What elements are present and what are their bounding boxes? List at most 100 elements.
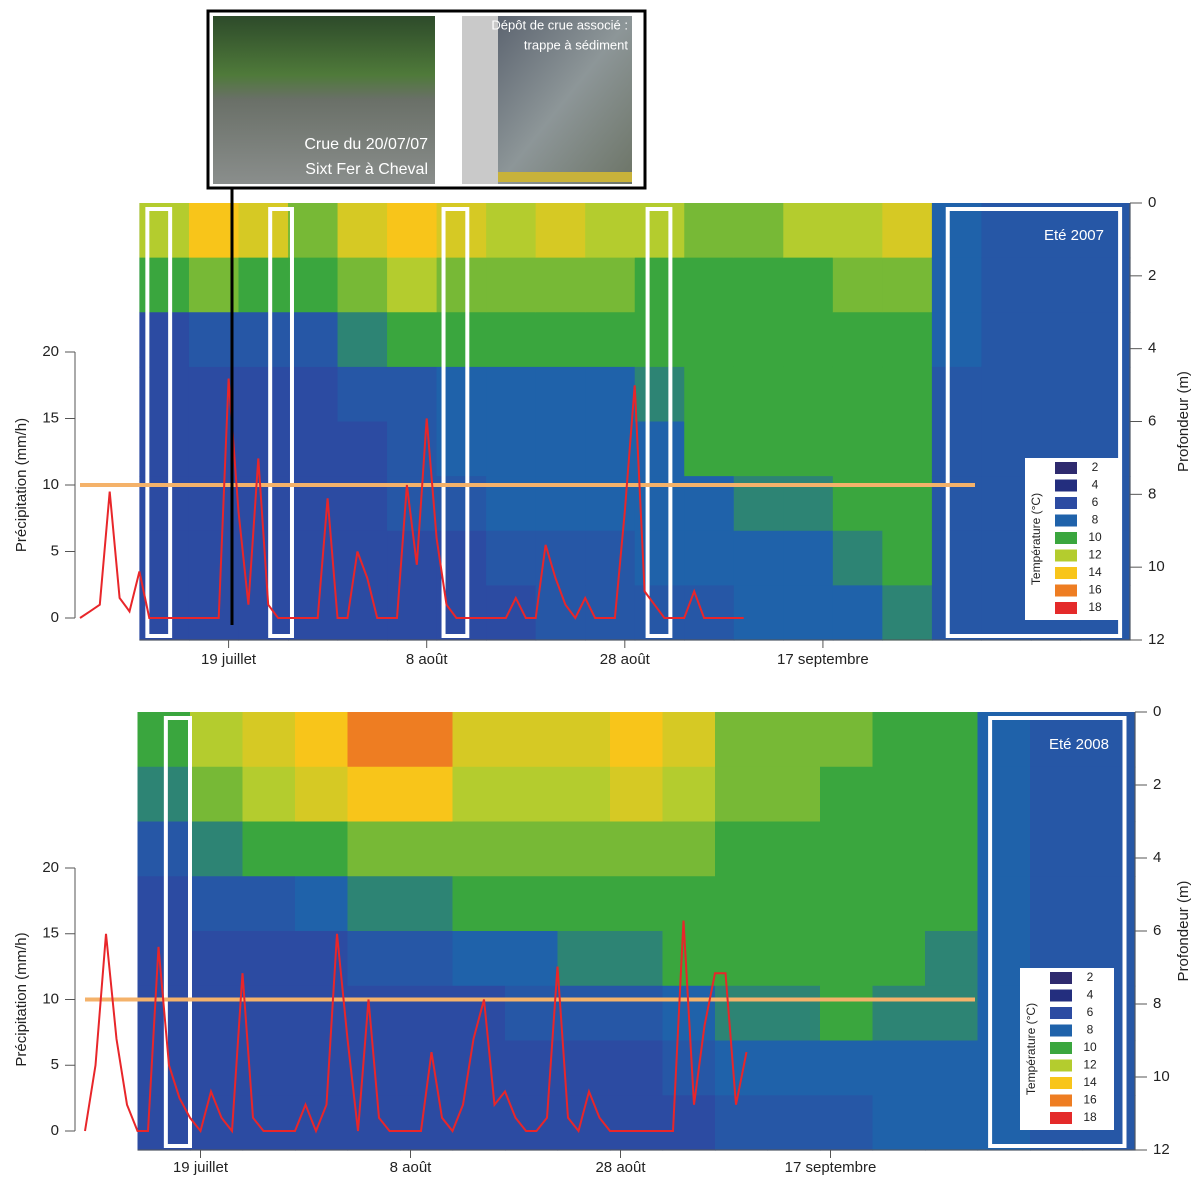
heatmap-cell (733, 257, 784, 313)
heatmap-cell (557, 766, 611, 823)
heatmap-cell (347, 821, 401, 877)
heatmap-cell (832, 421, 883, 477)
heatmap-cell (715, 712, 769, 768)
legend-swatch (1055, 514, 1077, 527)
heatmap-cell (931, 530, 983, 586)
heatmap-cell (452, 1095, 506, 1151)
y2-tick-label: 12 (1153, 1141, 1170, 1158)
heatmap-cell (452, 876, 506, 932)
heatmap-cell (925, 931, 979, 987)
event-highlight (945, 207, 1123, 638)
heatmap-cell (767, 1040, 821, 1096)
heatmap-cell (505, 766, 559, 823)
y2-tick-label: 0 (1148, 194, 1156, 211)
heatmap-cell (733, 203, 784, 259)
heatmap-cell (634, 203, 685, 259)
panel: Eté 2007 0 5 10 15 20 Précipitation (mm/h) 0 2 4 6… (13, 194, 1192, 668)
heatmap-cell (1082, 712, 1136, 768)
heatmap-cell (1080, 366, 1131, 423)
heatmap-cell (557, 712, 611, 768)
inset-caption: Crue du 20/07/07 (304, 136, 428, 153)
heatmap-cell (400, 985, 454, 1042)
y2-tick-label: 8 (1153, 995, 1161, 1012)
legend-swatch (1050, 1042, 1072, 1054)
panel-title: Eté 2008 (1049, 736, 1109, 753)
heatmap-cell (387, 530, 438, 586)
heatmap-cell (347, 876, 401, 932)
heatmap-cell (535, 421, 586, 477)
heatmap-cell (783, 530, 834, 586)
heatmap-cell (684, 366, 735, 423)
heatmap-cell (242, 931, 296, 987)
heatmap-cell (634, 257, 685, 313)
heatmap-cell (832, 366, 883, 423)
heatmap-cell (767, 766, 821, 823)
heatmap-cell (882, 530, 933, 586)
heatmap-cell (882, 421, 933, 477)
heatmap-cell (1082, 876, 1136, 932)
y-tick-label: 20 (42, 343, 59, 360)
heatmap-cell (505, 1095, 559, 1151)
legend-label: 4 (1087, 988, 1094, 1002)
heatmap-cell (288, 203, 339, 259)
heatmap-cell (684, 585, 735, 641)
heatmap-cell (820, 876, 874, 932)
legend-swatch (1055, 462, 1077, 474)
heatmap-cell (767, 931, 821, 987)
heatmap-cell (288, 421, 339, 477)
legend-label: 14 (1083, 1075, 1097, 1089)
heatmap-cell (242, 766, 296, 823)
heatmap-cell (767, 712, 821, 768)
legend-title: Température (°C) (1024, 1003, 1038, 1095)
heatmap-cell (557, 985, 611, 1042)
heatmap-cell (733, 366, 784, 423)
heatmap-cell (931, 366, 983, 423)
heatmap-cell (242, 712, 296, 768)
y-tick-label: 0 (51, 1122, 59, 1139)
heatmap-cell (557, 876, 611, 932)
y2-tick-label: 4 (1153, 849, 1161, 866)
y2-tick-label: 10 (1148, 558, 1165, 575)
heatmap-cell (557, 931, 611, 987)
heatmap-cell (783, 312, 834, 368)
legend-swatch (1050, 989, 1072, 1002)
heatmap-cell (925, 1095, 979, 1151)
heatmap-cell (662, 1095, 716, 1151)
x-tick-label: 19 juillet (201, 651, 257, 668)
heatmap-cell (288, 585, 339, 641)
legend-label: 16 (1088, 583, 1102, 597)
legend-label: 18 (1088, 600, 1102, 614)
heatmap-cell (288, 366, 339, 423)
heatmap-cell (190, 766, 244, 823)
heatmap-cell (1080, 203, 1131, 259)
heatmap-cell (1030, 766, 1084, 823)
legend-swatch (1055, 479, 1077, 492)
heatmap-cell (452, 766, 506, 823)
legend-label: 12 (1088, 548, 1102, 562)
heatmap-cell (486, 530, 537, 586)
y2-tick-label: 2 (1153, 776, 1161, 793)
heatmap-cell (832, 203, 883, 259)
heatmap-cell (684, 203, 735, 259)
x-tick-label: 17 septembre (777, 651, 869, 668)
heatmap-cell (190, 985, 244, 1042)
legend-label: 6 (1092, 495, 1099, 509)
event-highlight (268, 207, 294, 638)
heatmap-cell (505, 985, 559, 1042)
heatmap-cell (820, 1095, 874, 1151)
y-tick-label: 10 (42, 476, 59, 493)
y-tick-label: 15 (42, 409, 59, 426)
heatmap-cell (585, 257, 636, 313)
heatmap-cell (1030, 312, 1082, 368)
heatmap-cell (486, 257, 537, 313)
heatmap-cell (872, 985, 926, 1042)
heatmap-cell (242, 1095, 296, 1151)
heatmap-cell (288, 530, 339, 586)
heatmap-cell (505, 712, 559, 768)
heatmap-cell (872, 766, 926, 823)
heatmap-cell (337, 421, 388, 477)
heatmap-cell (288, 312, 339, 368)
heatmap-cell (337, 203, 388, 259)
heatmap-cell (882, 203, 933, 259)
heatmap-cell (820, 1040, 874, 1096)
